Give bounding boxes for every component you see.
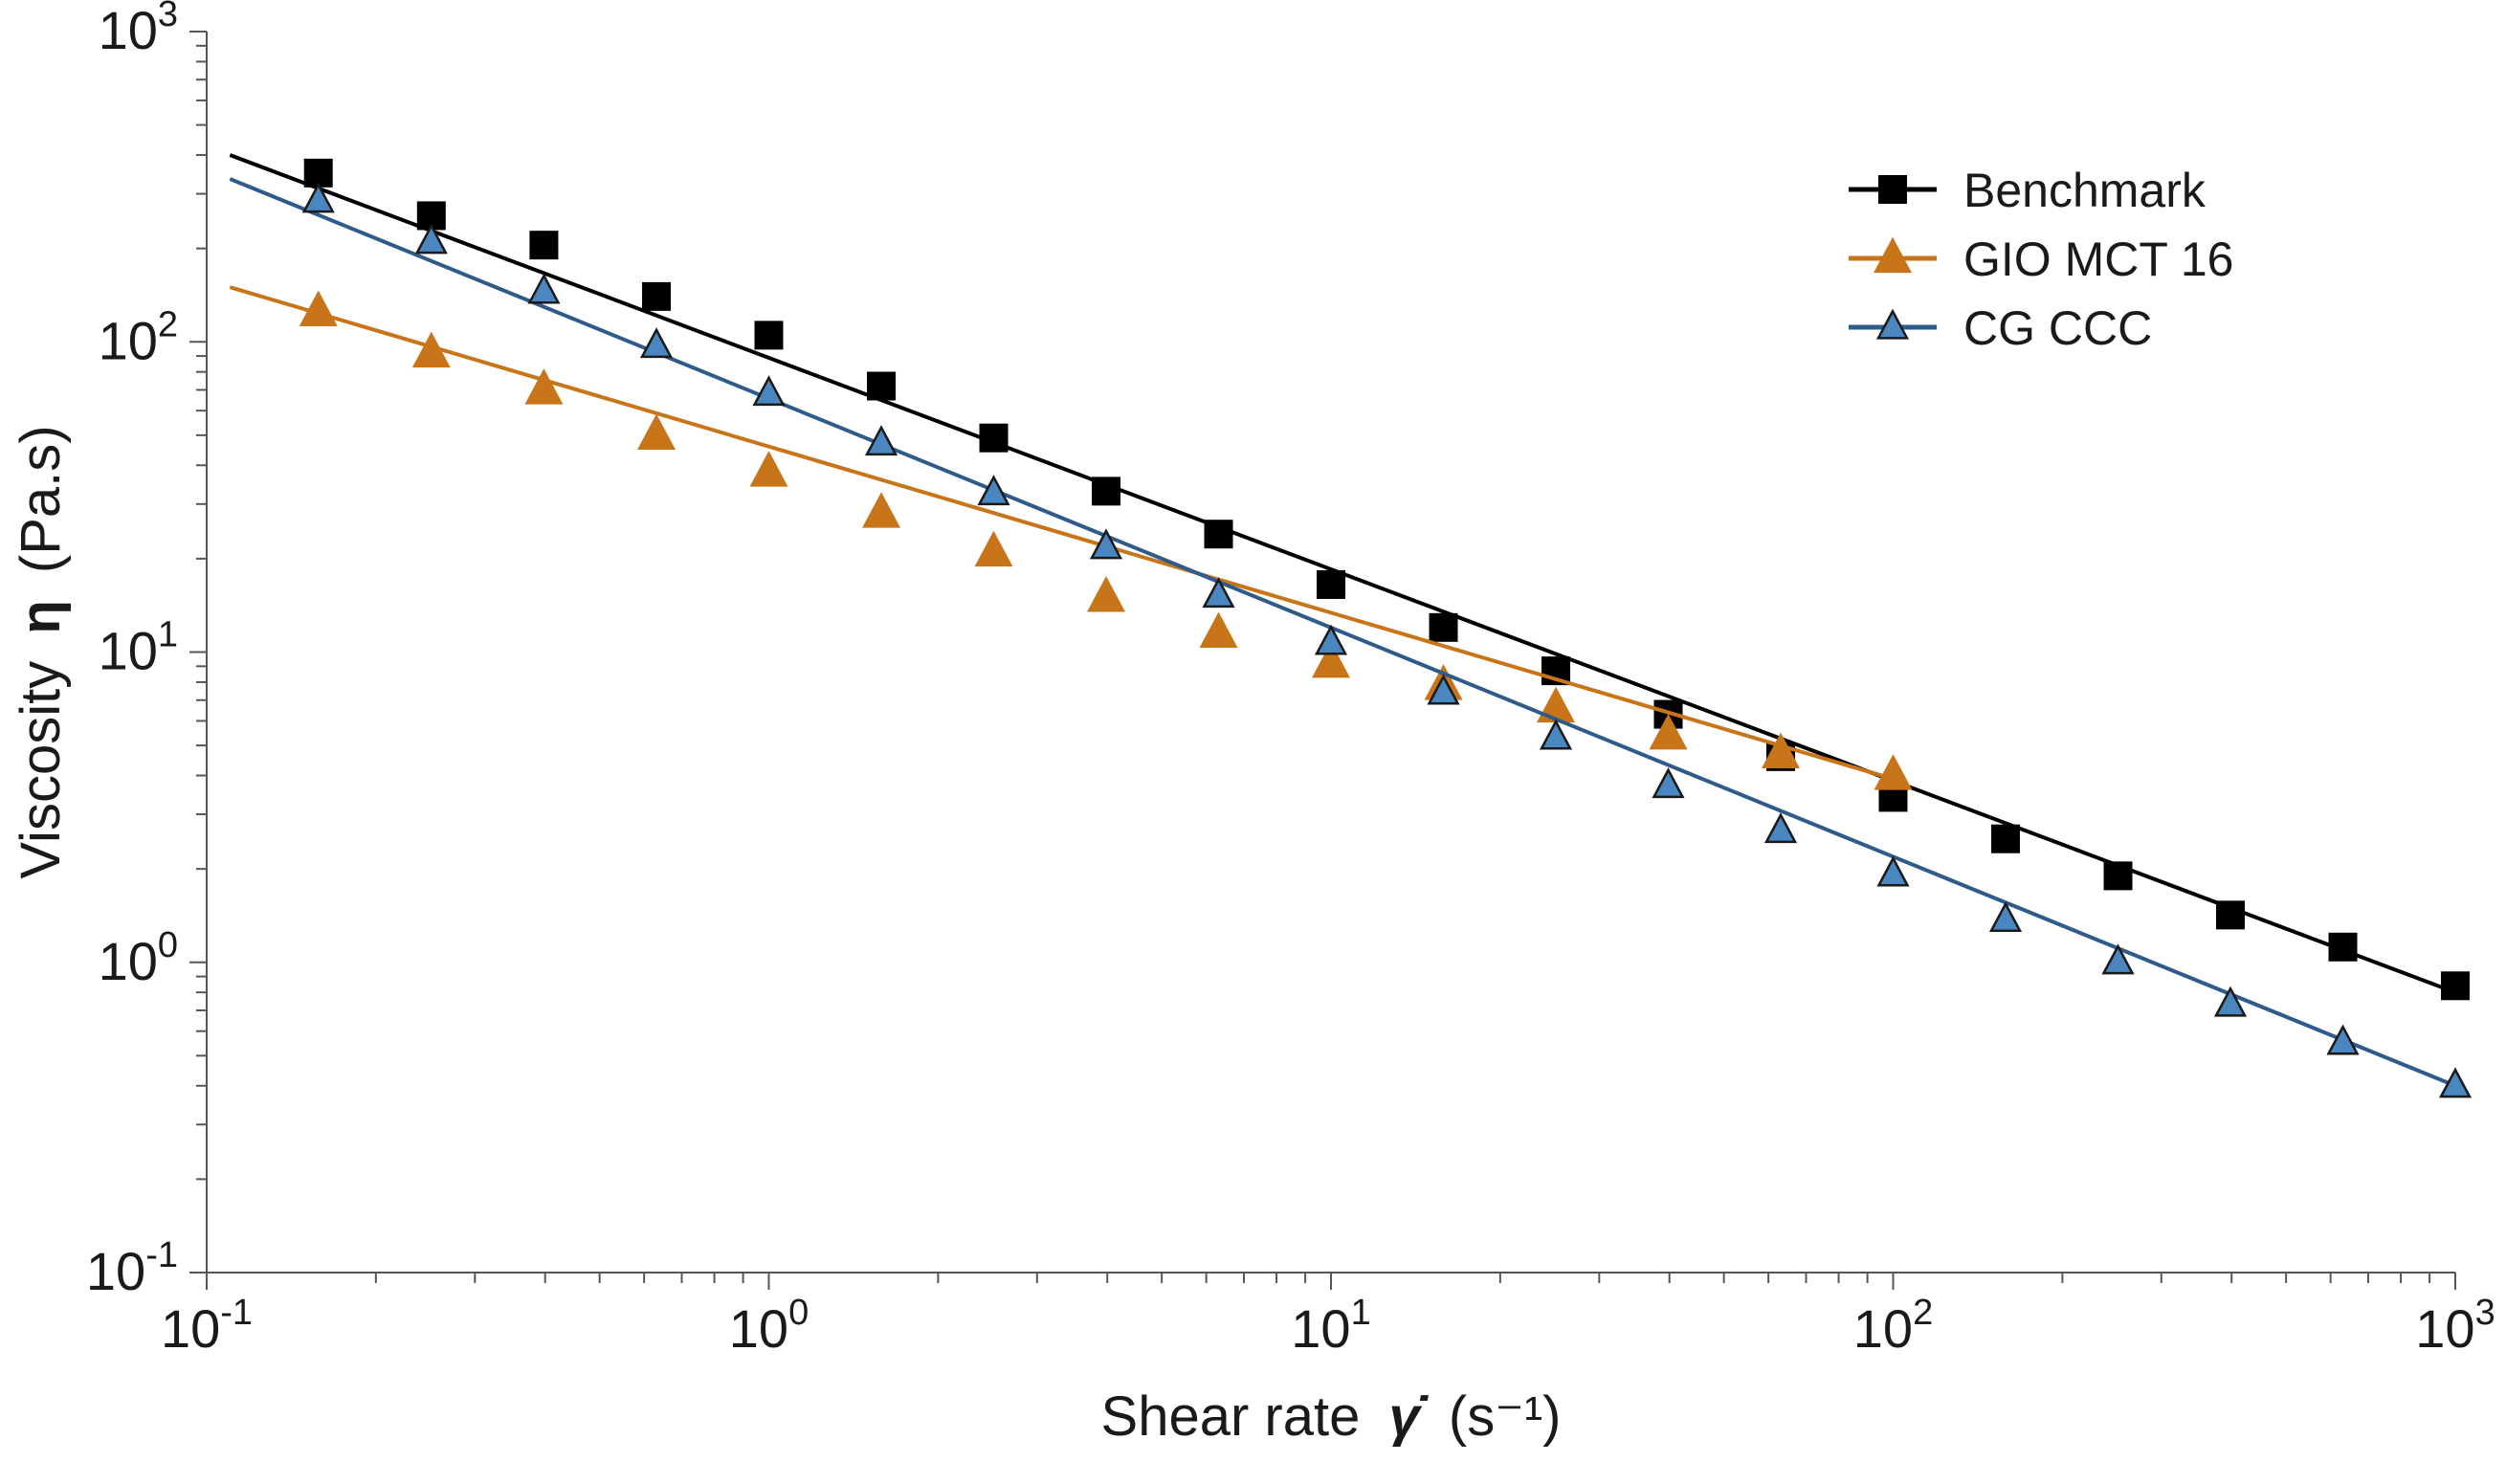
y-axis-title: Viscosity η (Pa.s) xyxy=(10,425,72,878)
data-point xyxy=(1427,674,1460,705)
series-2 xyxy=(229,177,2473,1098)
y-tick-label: 101 xyxy=(99,615,178,681)
data-point xyxy=(1988,901,2023,933)
data-point xyxy=(754,321,784,350)
legend-item: GIO MCT 16 xyxy=(1849,233,2233,286)
data-point xyxy=(1539,719,1573,750)
legend-label: GIO MCT 16 xyxy=(1963,233,2233,286)
data-point xyxy=(2213,986,2248,1017)
series-line xyxy=(229,285,1895,782)
y-axis-unit: (Pa.s) xyxy=(10,425,72,573)
y-axis-symbol: η xyxy=(10,600,72,633)
y-tick-label: 102 xyxy=(99,304,178,370)
legend-marker xyxy=(1878,175,1907,204)
data-point xyxy=(2103,861,2133,891)
x-tick-label: 10-1 xyxy=(161,1293,253,1359)
data-point xyxy=(977,475,1010,506)
data-point xyxy=(301,182,335,213)
data-point xyxy=(1202,577,1235,609)
data-point xyxy=(1312,641,1350,678)
data-point xyxy=(1314,624,1348,655)
data-point xyxy=(639,327,674,359)
data-point xyxy=(524,368,564,405)
x-axis-symbol: γ̇ xyxy=(1389,1385,1430,1448)
data-point xyxy=(1876,855,1910,887)
x-axis-title-text: Shear rate xyxy=(1101,1385,1361,1448)
legend-label: CG CCC xyxy=(1963,301,2152,355)
data-point xyxy=(2438,1067,2473,1098)
data-point xyxy=(2326,1024,2360,1055)
data-point xyxy=(2101,943,2135,975)
data-point xyxy=(862,492,901,528)
data-point xyxy=(637,413,676,450)
y-tick-label: 100 xyxy=(99,925,178,991)
legend-marker xyxy=(1875,308,1910,340)
data-point xyxy=(1317,569,1345,599)
legend: Benchmark GIO MCT 16 CG CCC xyxy=(1849,164,2233,355)
data-point xyxy=(974,530,1013,567)
x-tick-label: 100 xyxy=(729,1293,809,1359)
data-point xyxy=(1091,476,1120,506)
data-point xyxy=(2215,900,2245,930)
data-point xyxy=(1874,754,1913,790)
x-tick-label: 101 xyxy=(1291,1293,1370,1359)
legend-marker xyxy=(1874,236,1912,274)
data-point xyxy=(867,371,897,401)
x-axis-unit: (s⁻¹) xyxy=(1449,1385,1562,1448)
data-point xyxy=(1429,612,1458,642)
data-point xyxy=(1086,576,1125,612)
data-point xyxy=(2441,971,2470,1001)
x-axis-title: Shear rate γ̇ (s⁻¹) xyxy=(1101,1385,1562,1448)
series-line xyxy=(229,177,2456,1088)
data-point xyxy=(299,290,338,326)
data-point xyxy=(411,331,451,368)
legend-label: Benchmark xyxy=(1963,164,2207,217)
series xyxy=(229,153,2473,1098)
data-point xyxy=(527,273,561,304)
y-tick-label: 10-1 xyxy=(86,1235,178,1301)
data-point xyxy=(1652,767,1685,799)
legend-item: CG CCC xyxy=(1849,301,2152,355)
data-point xyxy=(1763,812,1798,844)
data-point xyxy=(1537,686,1576,723)
data-point xyxy=(1649,713,1688,750)
data-point xyxy=(864,425,898,456)
ticks: 10-1 100 101 102 103 10-1 100 101 102 103 xyxy=(86,0,2495,1359)
data-point xyxy=(1199,611,1238,648)
series-0 xyxy=(229,153,2470,1001)
data-point xyxy=(1204,520,1233,549)
y-axis-title-text: Viscosity xyxy=(10,661,72,879)
legend-item: Benchmark xyxy=(1849,164,2207,217)
data-point xyxy=(749,451,788,487)
x-tick-label: 103 xyxy=(2415,1293,2495,1359)
data-point xyxy=(752,375,786,407)
data-point xyxy=(1762,732,1801,768)
data-point xyxy=(642,281,672,311)
x-tick-label: 102 xyxy=(1853,1293,1933,1359)
data-point xyxy=(2328,932,2358,962)
data-point xyxy=(1089,528,1123,560)
data-point xyxy=(414,223,448,255)
data-point xyxy=(979,423,1009,453)
data-point xyxy=(1991,824,2021,853)
data-point xyxy=(529,231,559,260)
y-tick-label: 103 xyxy=(99,0,178,60)
